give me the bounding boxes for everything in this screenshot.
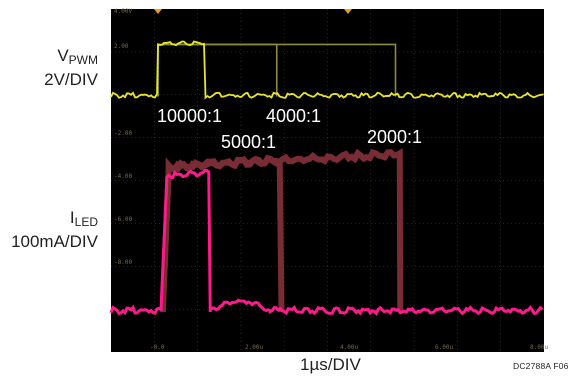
traces <box>109 40 544 316</box>
vpwm-label: VPWM 2V/DIV <box>10 46 98 89</box>
x-tick-label: 4.00u <box>340 344 358 351</box>
annotation-10000: 10000:1 <box>157 106 223 126</box>
vpwm-sub: PWM <box>68 53 98 67</box>
y-tick-label: 2.00 <box>114 43 129 50</box>
y-tick-label: -2.00 <box>114 130 132 137</box>
iled-main: I <box>69 208 75 227</box>
x-axis-label: 1µs/DIV <box>300 355 361 374</box>
figure-id: DC2788A F06 <box>513 361 569 371</box>
x-tick-label: 8.00u <box>530 344 548 351</box>
annotation-2000: 2000:1 <box>367 127 423 147</box>
iled-persistence-trace <box>159 148 404 313</box>
trigger-marker <box>344 9 352 14</box>
vpwm-scale: 2V/DIV <box>44 70 98 89</box>
iled-label: ILED 100mA/DIV <box>10 208 98 251</box>
vpwm-trace <box>110 40 544 100</box>
x-tick-label: 2.00u <box>245 344 263 351</box>
vpwm-main: V <box>57 46 69 65</box>
annotation-5000: 5000:1 <box>221 132 277 152</box>
y-tick-label: 4.00V <box>114 8 132 15</box>
x-tick-label: -0.0 <box>150 344 165 351</box>
y-tick-label: -8.00 <box>114 259 132 266</box>
annotation-4000: 4000:1 <box>266 106 322 126</box>
iled-scale: 100mA/DIV <box>11 232 98 251</box>
trigger-markers <box>154 9 352 14</box>
trigger-marker <box>154 9 162 14</box>
x-tick-label: 6.00u <box>435 344 453 351</box>
iled-trace <box>109 168 544 316</box>
iled-sub: LED <box>74 215 98 229</box>
y-tick-label: -4.00 <box>114 173 132 180</box>
y-tick-label: -6.00 <box>114 216 132 223</box>
tick-labels: 4.00V 2.00 -2.00 -4.00 -6.00 -8.00 -0.0 2.00u 4.… <box>114 8 548 351</box>
